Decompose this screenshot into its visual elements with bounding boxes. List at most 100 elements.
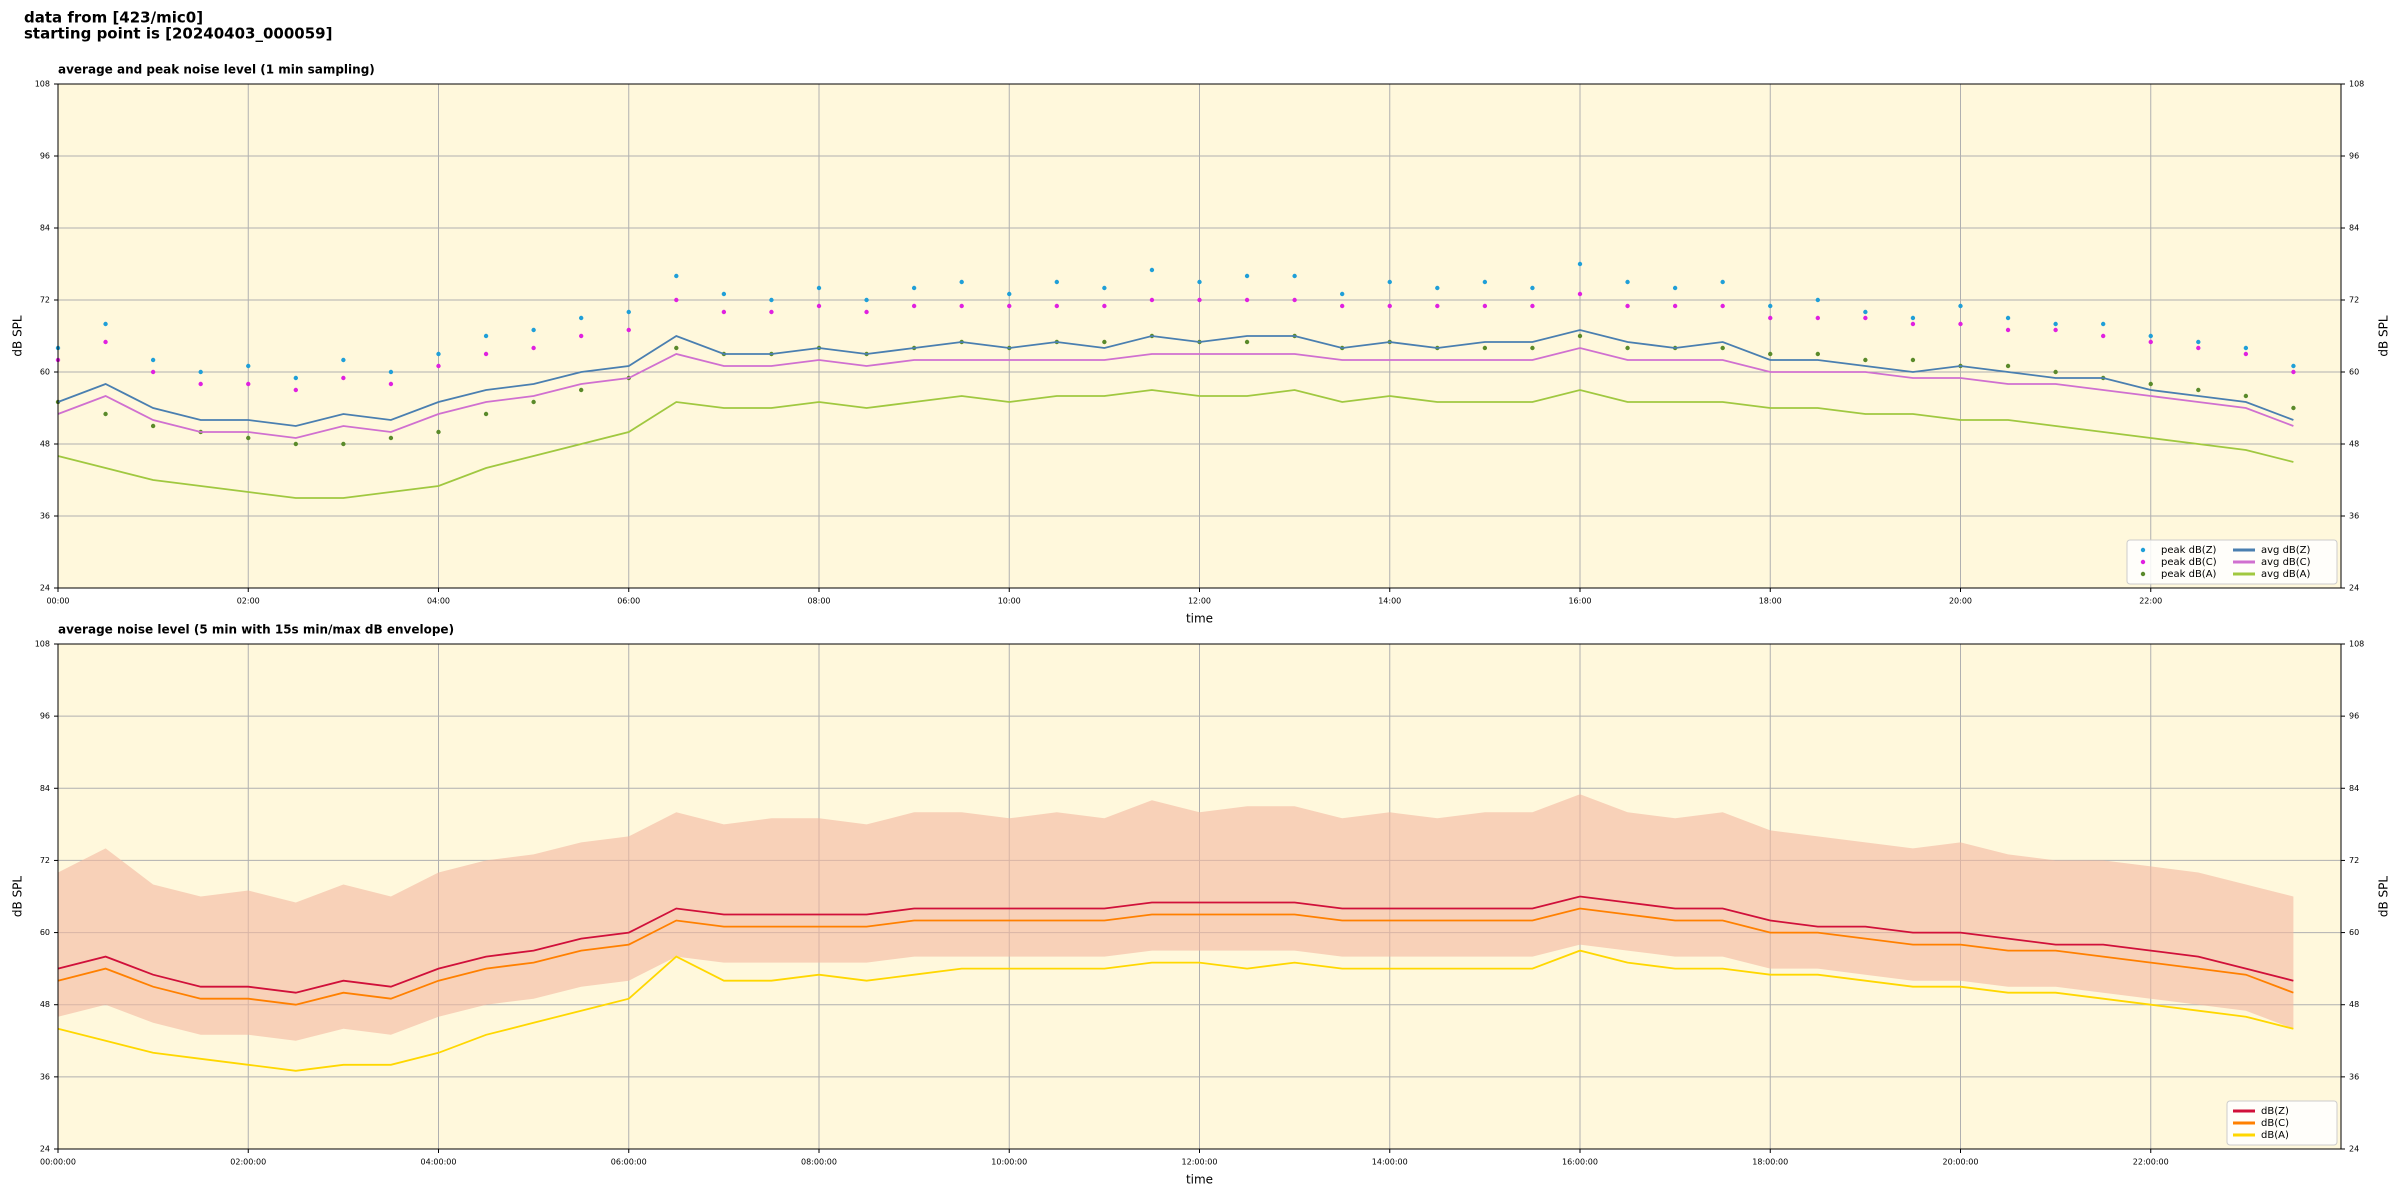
x-tick-label: 00:00 <box>46 597 69 606</box>
y-tick-label: 84 <box>40 784 50 793</box>
series-line <box>57 895 2294 994</box>
peak-point <box>2100 321 2106 327</box>
peak-point <box>674 297 679 303</box>
peak-point <box>2005 315 2011 321</box>
peak-point <box>483 351 489 357</box>
y-tick-label: 24 <box>40 1145 50 1154</box>
series-line <box>57 389 2294 499</box>
y-axis-label: dB SPL <box>11 315 25 357</box>
x-tick-label: 02:00 <box>237 597 260 606</box>
peak-point <box>721 291 727 297</box>
peak-point <box>1007 291 1012 297</box>
peak-point <box>1815 315 1821 321</box>
peak-point <box>1720 279 1725 285</box>
peak-point <box>2291 405 2296 411</box>
peak-point <box>911 303 917 309</box>
peak-point <box>864 309 869 315</box>
peak-point <box>531 345 536 351</box>
peak-point <box>1577 261 1583 267</box>
x-tick-label: 18:00:00 <box>1752 1158 1788 1167</box>
y-tick-label: 72 <box>2349 296 2359 305</box>
y-tick-label: 84 <box>40 224 50 233</box>
peak-point <box>1577 291 1583 297</box>
peak-point <box>2243 351 2249 357</box>
x-tick-label: 12:00 <box>1188 597 1211 606</box>
y-tick-label: 24 <box>2349 1145 2359 1154</box>
peak-point <box>1910 321 1916 327</box>
x-tick-label: 10:00 <box>998 597 1021 606</box>
plot-frame <box>57 83 2342 589</box>
legend-label: avg dB(Z) <box>2261 545 2311 556</box>
peak-point <box>2100 333 2106 339</box>
peak-point <box>483 333 489 339</box>
peak-point <box>578 315 584 321</box>
peak-point <box>1577 333 1583 339</box>
y-tick-label: 36 <box>40 1072 50 1081</box>
peak-point <box>1768 315 1773 321</box>
x-tick-label: 06:00:00 <box>611 1158 647 1167</box>
peak-point <box>1387 303 1392 309</box>
peak-point <box>246 363 251 369</box>
peak-point <box>436 429 441 435</box>
peak-point <box>1054 303 1060 309</box>
series-line <box>57 329 2294 427</box>
peak-point <box>1387 279 1392 285</box>
peak-point <box>2053 369 2058 375</box>
peak-point <box>1007 303 1012 309</box>
legend-label: peak dB(A) <box>2161 569 2217 580</box>
x-tick-label: 22:00:00 <box>2133 1158 2169 1167</box>
peak-point <box>1149 267 1155 273</box>
legend-label: dB(A) <box>2261 1130 2289 1141</box>
peak-point <box>816 303 822 309</box>
peak-point <box>2196 339 2201 345</box>
peak-point <box>2243 345 2249 351</box>
peak-point <box>1244 273 1250 279</box>
y-tick-label: 96 <box>40 152 50 161</box>
x-tick-label: 16:00 <box>1568 597 1591 606</box>
peak-point <box>959 303 964 309</box>
y-tick-label: 36 <box>40 512 50 521</box>
y-tick-label: 108 <box>35 80 50 89</box>
peak-point <box>1768 303 1773 309</box>
y-tick-label: 72 <box>2349 856 2359 865</box>
y-tick-label: 60 <box>2349 928 2359 937</box>
legend-label: avg dB(A) <box>2261 569 2311 580</box>
x-tick-label: 08:00 <box>807 597 830 606</box>
series-line <box>57 907 2294 1006</box>
y-tick-label: 72 <box>40 856 50 865</box>
peak-point <box>2196 387 2201 393</box>
peak-point <box>2148 381 2153 387</box>
peak-point <box>1102 285 1107 291</box>
series-line <box>57 347 2294 439</box>
legend-box <box>2126 539 2338 585</box>
peak-point <box>1672 285 1678 291</box>
peak-point <box>911 285 917 291</box>
peak-point <box>1625 279 1630 285</box>
peak-point <box>578 333 584 339</box>
peak-point <box>769 309 774 315</box>
y-tick-label: 36 <box>2349 512 2359 521</box>
peak-point <box>103 411 108 417</box>
y-tick-label: 48 <box>2349 440 2359 449</box>
peak-point <box>2243 393 2249 399</box>
peak-point <box>2291 363 2296 369</box>
y-tick-label: 60 <box>40 368 50 377</box>
y-tick-label: 108 <box>2349 80 2364 89</box>
legend-label: peak dB(Z) <box>2161 545 2217 556</box>
peak-point <box>2005 327 2011 333</box>
peak-point <box>1672 303 1678 309</box>
peak-point <box>341 441 346 447</box>
peak-point <box>2053 327 2058 333</box>
header-start: starting point is [20240403_000059] <box>24 25 332 43</box>
y-tick-label: 48 <box>2349 1000 2359 1009</box>
peak-point <box>1292 297 1297 303</box>
y-axis-label: dB SPL <box>2377 315 2391 357</box>
peak-point <box>341 357 346 363</box>
peak-point <box>1482 345 1488 351</box>
peak-point <box>1958 321 1963 327</box>
chart-title: average and peak noise level (1 min samp… <box>58 63 375 77</box>
peak-point <box>1530 285 1535 291</box>
x-tick-label: 14:00:00 <box>1372 1158 1408 1167</box>
peak-point <box>1530 345 1535 351</box>
